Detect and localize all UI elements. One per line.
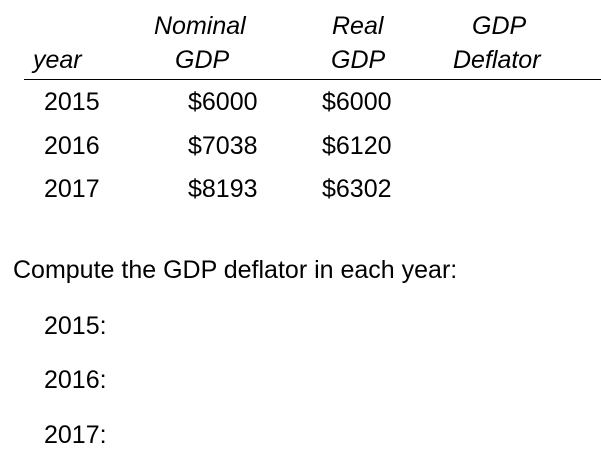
cell-year: 2015 xyxy=(44,88,100,116)
answer-label-2017: 2017: xyxy=(44,421,107,449)
cell-nominal-gdp: $8193 xyxy=(188,175,258,203)
header-real-line2: GDP xyxy=(331,46,386,74)
question-prompt: Compute the GDP deflator in each year: xyxy=(13,256,458,284)
cell-real-gdp: $6000 xyxy=(322,88,392,116)
cell-real-gdp: $6120 xyxy=(322,132,392,160)
cell-year: 2016 xyxy=(44,132,100,160)
cell-nominal-gdp: $6000 xyxy=(188,88,258,116)
header-real-line1: Real xyxy=(332,12,384,40)
header-nominal-line1: Nominal xyxy=(154,12,246,40)
header-year: year xyxy=(33,46,82,74)
answer-label-2016: 2016: xyxy=(44,366,107,394)
header-nominal-line2: GDP xyxy=(175,46,230,74)
answer-label-2015: 2015: xyxy=(44,312,107,340)
header-deflator-line2: Deflator xyxy=(453,46,541,74)
header-deflator-line1: GDP xyxy=(472,12,527,40)
cell-nominal-gdp: $7038 xyxy=(188,132,258,160)
header-divider xyxy=(24,79,601,80)
cell-real-gdp: $6302 xyxy=(322,175,392,203)
cell-year: 2017 xyxy=(44,175,100,203)
